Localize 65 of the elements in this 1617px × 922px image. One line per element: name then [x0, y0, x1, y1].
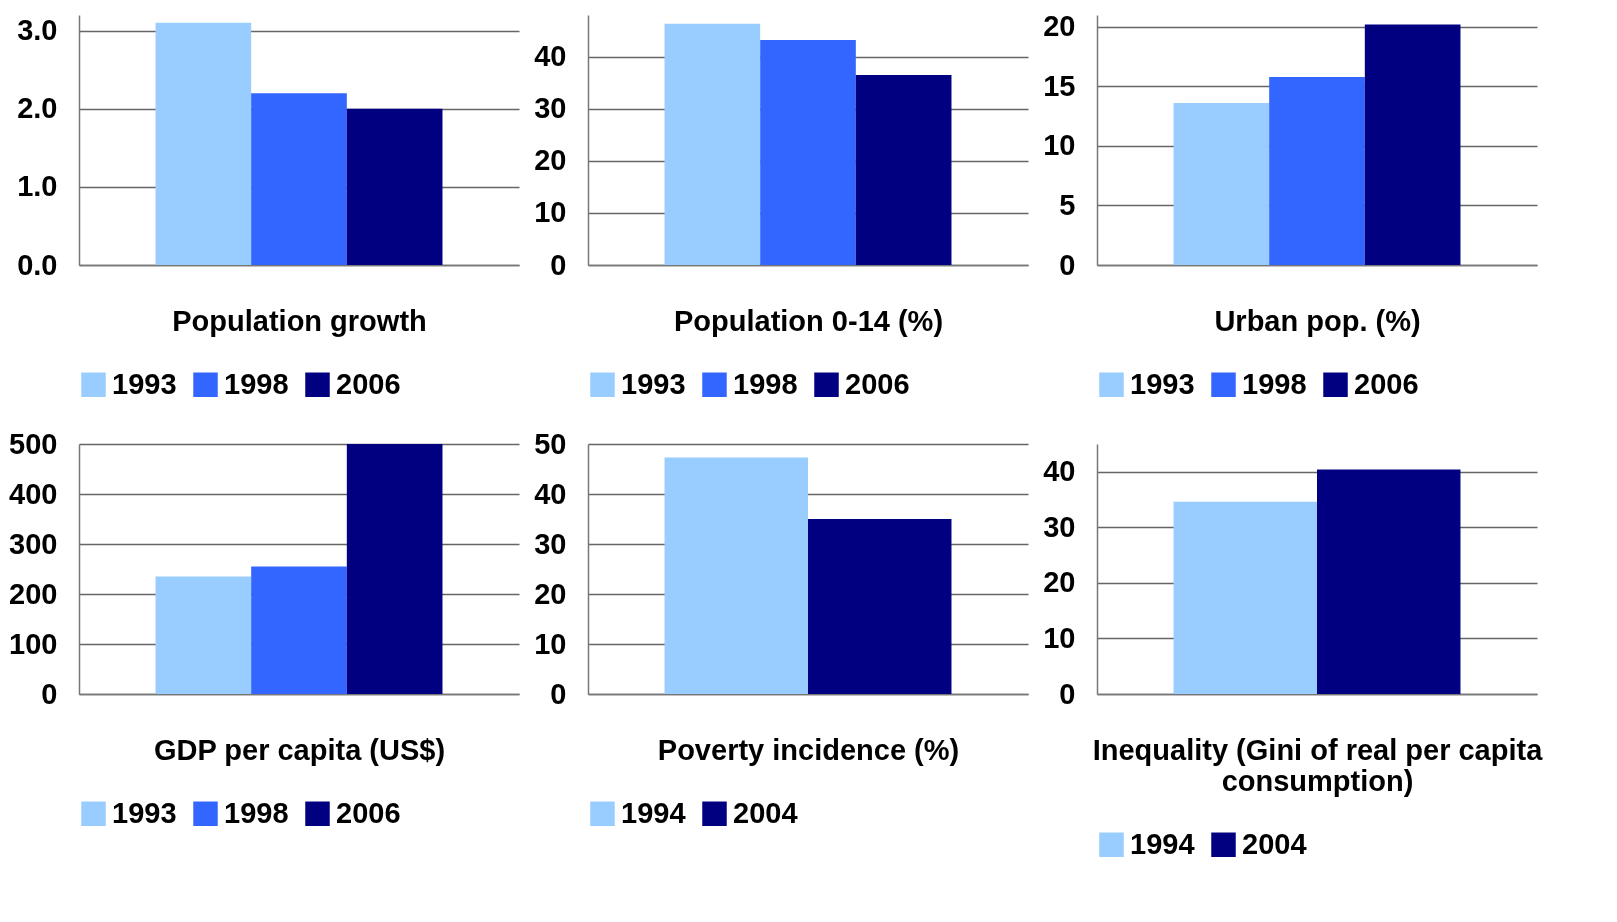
y-tick-label: 40: [534, 40, 567, 73]
y-tick-label: 20: [1043, 10, 1076, 43]
x-axis-title: Population growth: [172, 304, 427, 337]
y-tick-label: 20: [534, 144, 567, 177]
y-tick-label: 50: [534, 427, 567, 460]
y-tick-label: 40: [534, 477, 567, 510]
y-tick-label: 10: [1043, 129, 1076, 162]
y-tick-label: 20: [534, 577, 567, 610]
bar: [1269, 76, 1365, 265]
x-axis-title: Poverty incidence (%): [657, 733, 960, 766]
y-tick-label: 100: [9, 627, 58, 660]
y-tick-label: 0: [41, 677, 58, 710]
legend-label: 2004: [733, 796, 798, 829]
legend-label: 2006: [845, 367, 910, 400]
bar: [760, 40, 856, 265]
legend-label: 2006: [1354, 367, 1419, 400]
bar: [155, 576, 252, 694]
y-tick-label: 0: [1059, 248, 1076, 281]
bar: [251, 93, 347, 265]
y-tick-label: 5: [1059, 188, 1076, 221]
x-axis-title: Population 0-14 (%): [673, 304, 944, 337]
y-tick-label: 0.0: [17, 248, 58, 281]
y-tick-label: 30: [1043, 510, 1076, 543]
y-tick-label: 30: [534, 527, 567, 560]
y-tick-label: 0: [550, 248, 567, 281]
bar: [346, 444, 443, 694]
legend-label: 2004: [1242, 827, 1307, 860]
y-tick-label: 200: [9, 577, 58, 610]
legend-label: 1994: [621, 796, 686, 829]
y-tick-label: 20: [1043, 566, 1076, 599]
y-tick-label: 500: [9, 427, 58, 460]
bar: [346, 108, 443, 265]
x-axis-title: Urban pop. (%): [1214, 304, 1421, 337]
y-tick-label: 15: [1043, 69, 1076, 102]
legend-label: 1993: [1130, 367, 1195, 400]
bar: [1364, 24, 1461, 265]
y-tick-label: 10: [534, 627, 567, 660]
bar: [155, 22, 252, 265]
legend-label: 2006: [336, 796, 401, 829]
legend-label: 2006: [336, 367, 401, 400]
legend-label: 1998: [1242, 367, 1307, 400]
bar: [251, 566, 347, 694]
legend-label: 1993: [112, 796, 177, 829]
bar: [1173, 103, 1270, 265]
legend-label: 1998: [733, 367, 798, 400]
bar: [664, 23, 761, 265]
y-tick-label: 400: [9, 477, 58, 510]
x-axis-title: Inequality (Gini of real per capita consumption): [1092, 733, 1544, 797]
y-tick-label: 2.0: [17, 92, 58, 125]
legend-label: 1994: [1130, 827, 1195, 860]
legend-label: 1998: [224, 796, 289, 829]
y-tick-label: 0: [550, 677, 567, 710]
x-axis-title: GDP per capita (US$): [153, 733, 446, 766]
y-tick-label: 3.0: [17, 14, 58, 47]
bar: [855, 74, 952, 265]
y-tick-label: 1.0: [17, 170, 58, 203]
y-tick-label: 40: [1043, 455, 1076, 488]
y-tick-label: 30: [534, 92, 567, 125]
y-tick-label: 10: [534, 196, 567, 229]
y-tick-label: 0: [1059, 677, 1076, 710]
legend-label: 1993: [112, 367, 177, 400]
y-tick-label: 300: [9, 527, 58, 560]
legend-label: 1993: [621, 367, 686, 400]
y-tick-label: 10: [1043, 621, 1076, 654]
legend-label: 1998: [224, 367, 289, 400]
